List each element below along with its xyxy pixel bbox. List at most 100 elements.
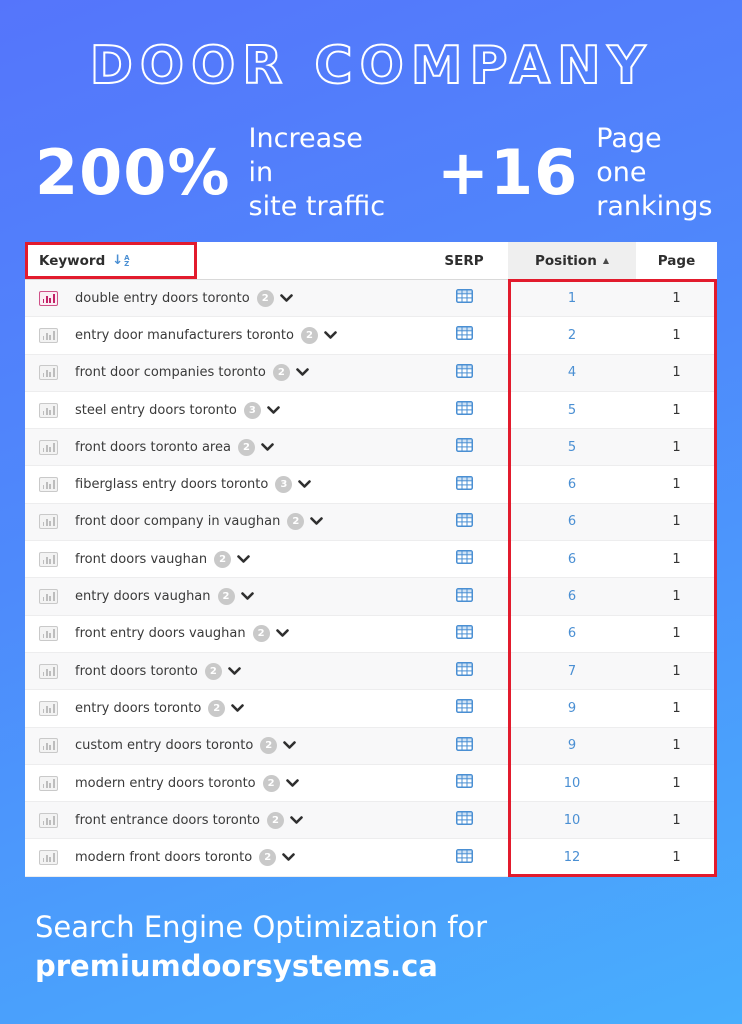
position-value[interactable]: 6 xyxy=(567,514,577,530)
keyword-count-badge: 2 xyxy=(266,811,284,829)
position-value[interactable]: 6 xyxy=(567,551,577,567)
table-grid-icon[interactable] xyxy=(455,438,473,456)
chevron-down-icon[interactable] xyxy=(282,853,295,862)
position-value[interactable]: 10 xyxy=(563,775,581,791)
page-cell: 1 xyxy=(636,589,717,604)
table-grid-icon[interactable] xyxy=(455,774,473,792)
table-row[interactable]: entry doors vaughan 2 6 1 xyxy=(25,578,717,616)
bar-chart-icon xyxy=(39,700,58,716)
serp-column-header[interactable]: SERP xyxy=(420,253,508,269)
chevron-down-icon[interactable] xyxy=(279,293,293,303)
table-row[interactable]: custom entry doors toronto 2 9 xyxy=(25,727,717,765)
table-row[interactable]: front doors vaughan 2 6 1 xyxy=(25,541,717,579)
keyword-count-badge: 3 xyxy=(243,401,261,419)
position-value[interactable]: 6 xyxy=(567,477,577,493)
chevron-down-icon[interactable] xyxy=(275,629,289,638)
sort-alphabetical-icon[interactable]: ↓ A Z xyxy=(112,254,129,267)
table-row[interactable]: front entrance doors toronto 2 10 xyxy=(25,802,717,840)
keyword-rankings-table: Keyword ↓ A Z SERP Position ▲ Page doubl… xyxy=(25,242,717,877)
table-grid-icon[interactable] xyxy=(455,475,473,494)
chevron-down-icon[interactable] xyxy=(324,331,337,340)
table-grid-icon[interactable] xyxy=(455,401,473,419)
keyword-count-badge: 2 xyxy=(272,364,290,382)
chevron-down-icon[interactable] xyxy=(298,480,312,489)
stat-traffic-value: 200% xyxy=(35,135,231,209)
table-grid-icon[interactable] xyxy=(455,811,473,829)
position-value[interactable]: 2 xyxy=(567,327,577,343)
table-grid-icon[interactable] xyxy=(455,326,473,344)
serp-cell xyxy=(420,438,508,456)
position-value[interactable]: 1 xyxy=(567,290,577,306)
position-cell: 1 xyxy=(508,291,636,306)
page-cell: 1 xyxy=(636,328,717,343)
chevron-down-icon[interactable] xyxy=(310,517,324,526)
serp-cell xyxy=(420,475,508,494)
stat-rankings-value: +16 xyxy=(437,135,579,209)
table-grid-icon[interactable] xyxy=(455,363,473,382)
position-value[interactable]: 9 xyxy=(567,700,577,716)
table-row[interactable]: front doors toronto 2 7 1 xyxy=(25,652,717,691)
chevron-down-icon[interactable] xyxy=(283,741,297,750)
bar-chart-icon xyxy=(39,477,58,493)
serp-cell xyxy=(420,289,508,307)
chevron-down-icon[interactable] xyxy=(267,405,280,415)
keyword-count-badge: 2 xyxy=(300,326,318,344)
position-value[interactable]: 6 xyxy=(567,589,577,605)
table-row[interactable]: front entry doors vaughan 2 6 1 xyxy=(25,615,717,653)
keyword-text: entry doors toronto xyxy=(75,700,202,716)
position-value[interactable]: 5 xyxy=(567,402,577,418)
chevron-down-icon[interactable] xyxy=(237,554,250,564)
table-row[interactable]: front door companies toronto 2 4 xyxy=(25,354,717,392)
keyword-cell: double entry doors toronto 2 xyxy=(25,289,420,307)
chevron-down-icon[interactable] xyxy=(228,666,241,676)
table-grid-icon[interactable] xyxy=(455,550,473,568)
position-value[interactable]: 12 xyxy=(563,850,581,866)
table-row[interactable]: modern entry doors toronto 2 10 xyxy=(25,764,717,803)
table-grid-icon[interactable] xyxy=(455,624,473,643)
keyword-header-label: Keyword xyxy=(39,252,106,269)
position-value[interactable]: 5 xyxy=(567,439,577,455)
chevron-down-icon[interactable] xyxy=(240,592,254,601)
position-cell: 10 xyxy=(508,776,636,791)
table-row[interactable]: modern front doors toronto 2 12 xyxy=(25,839,717,877)
page-cell: 1 xyxy=(636,813,717,828)
position-cell: 6 xyxy=(508,514,636,529)
position-value[interactable]: 9 xyxy=(567,738,577,754)
table-row[interactable]: entry door manufacturers toronto 2 2 xyxy=(25,317,717,355)
table-grid-icon[interactable] xyxy=(455,699,473,717)
keyword-text: front entry doors vaughan xyxy=(75,626,246,642)
position-cell: 10 xyxy=(508,813,636,828)
page-value: 1 xyxy=(672,290,681,306)
keyword-column-header[interactable]: Keyword ↓ A Z xyxy=(25,253,420,269)
keyword-count-badge: 2 xyxy=(260,737,278,755)
chevron-down-icon[interactable] xyxy=(285,778,299,788)
chevron-down-icon[interactable] xyxy=(290,815,303,825)
chevron-down-icon[interactable] xyxy=(295,368,309,377)
chevron-down-icon[interactable] xyxy=(261,443,274,452)
table-row[interactable]: front doors toronto area 2 5 1 xyxy=(25,429,717,467)
page-cell: 1 xyxy=(636,664,717,679)
position-value[interactable]: 4 xyxy=(567,365,577,381)
table-row[interactable]: entry doors toronto 2 9 1 xyxy=(25,690,717,728)
sort-letter-a: A xyxy=(124,253,130,262)
position-value[interactable]: 7 xyxy=(567,663,577,679)
table-grid-icon[interactable] xyxy=(455,289,473,307)
table-grid-icon[interactable] xyxy=(455,512,473,531)
table-grid-icon[interactable] xyxy=(455,848,473,867)
table-grid-icon[interactable] xyxy=(455,587,473,606)
page-cell: 1 xyxy=(636,701,717,716)
table-row[interactable]: fiberglass entry doors toronto 3 6 xyxy=(25,466,717,504)
stat-rankings-label-line2: rankings xyxy=(596,190,713,222)
serp-cell xyxy=(420,326,508,344)
position-column-header[interactable]: Position ▲ xyxy=(508,242,636,279)
page-column-header[interactable]: Page xyxy=(636,253,717,269)
table-row[interactable]: steel entry doors toronto 3 5 1 xyxy=(25,391,717,430)
table-row[interactable]: front door company in vaughan 2 6 xyxy=(25,503,717,542)
table-row[interactable]: double entry doors toronto 2 1 xyxy=(25,280,717,318)
position-value[interactable]: 6 xyxy=(567,626,577,642)
table-grid-icon[interactable] xyxy=(455,662,473,680)
position-value[interactable]: 10 xyxy=(563,812,581,828)
chevron-down-icon[interactable] xyxy=(231,704,245,713)
keyword-text: front doors toronto area xyxy=(75,439,231,455)
table-grid-icon[interactable] xyxy=(455,736,473,755)
